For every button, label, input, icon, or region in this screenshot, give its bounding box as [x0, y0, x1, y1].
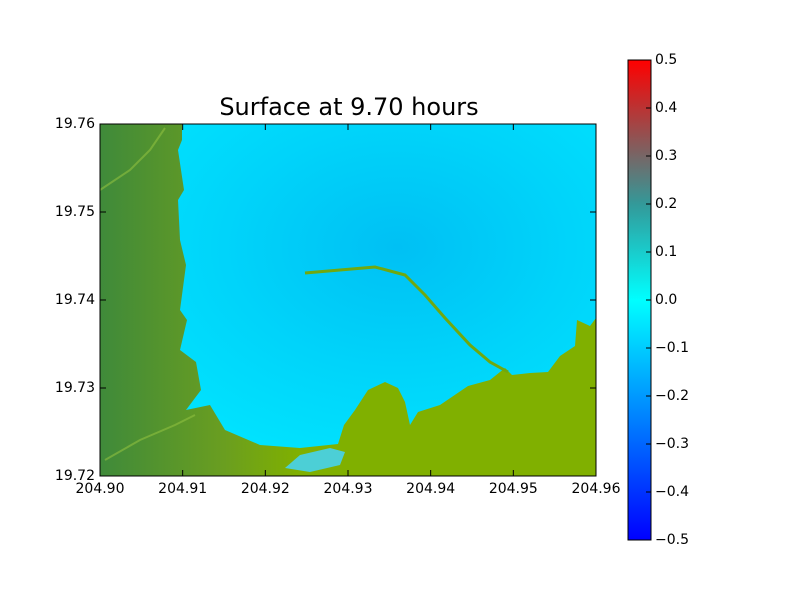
colorbar-tick-label: −0.1: [655, 340, 689, 356]
land: [100, 124, 596, 476]
y-tick-label: 19.74: [55, 292, 95, 308]
colorbar-tick-label: −0.3: [655, 436, 689, 452]
colorbar-tick-label: 0.2: [655, 196, 677, 212]
shoal: [285, 448, 345, 472]
colorbar-tick-label: 0.5: [655, 52, 677, 68]
map-field: [100, 124, 596, 476]
x-tick-label: 204.96: [572, 481, 621, 497]
y-tick-label: 19.73: [55, 380, 95, 396]
x-tick-label: 204.95: [489, 481, 538, 497]
x-tick-label: 204.94: [406, 481, 455, 497]
y-tick-label: 19.75: [55, 204, 95, 220]
colorbar-tick-label: 0.3: [655, 148, 677, 164]
breakwater: [304, 265, 509, 374]
stream: [104, 414, 196, 461]
x-tick-label: 204.92: [241, 481, 290, 497]
colorbar-tick-label: 0.0: [655, 292, 677, 308]
x-tick-label: 204.90: [76, 481, 125, 497]
colorbar-tick-label: 0.1: [655, 244, 677, 260]
stream: [100, 127, 166, 191]
colorbar-tick-label: −0.2: [655, 388, 689, 404]
colorbar-tick-label: 0.4: [655, 100, 677, 116]
x-tick-label: 204.91: [158, 481, 207, 497]
y-tick-label: 19.72: [55, 468, 95, 484]
x-tick-label: 204.93: [324, 481, 373, 497]
colorbar-tick-label: −0.5: [655, 532, 689, 548]
colorbar-tick-label: −0.4: [655, 484, 689, 500]
chart-title: Surface at 9.70 hours: [219, 93, 478, 121]
y-tick-label: 19.76: [55, 116, 95, 132]
